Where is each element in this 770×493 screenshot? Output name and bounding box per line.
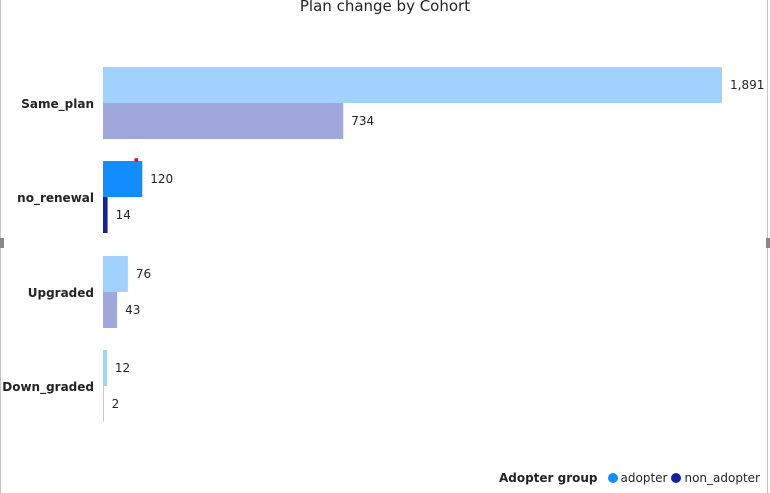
legend-item-non-adopter[interactable]: non_adopter	[671, 471, 760, 485]
chart-title: Plan change by Cohort	[299, 0, 471, 15]
legend-non-adopter-marker	[671, 473, 682, 483]
legend-adopter-marker	[607, 473, 618, 483]
bar-down-graded-non-adopter[interactable]	[103, 386, 104, 422]
bar-same-plan-non-adopter[interactable]	[103, 103, 344, 139]
bar-upgraded-adopter[interactable]	[103, 256, 128, 292]
category-label-down-graded: Down_graded	[2, 380, 94, 395]
legend-item-adopter[interactable]: adopter	[607, 471, 668, 485]
right-resize-handle[interactable]	[766, 238, 770, 248]
bar-no-renewal-adopter[interactable]	[103, 161, 143, 197]
data-label-no-renewal-adopter: 120	[150, 172, 173, 186]
legend: Adopter group adopter non_adopter	[499, 471, 760, 485]
category-label-upgraded: Upgraded	[28, 286, 94, 300]
legend-non-adopter-label: non_adopter	[684, 471, 760, 485]
left-resize-handle[interactable]	[0, 238, 4, 248]
bar-down-graded-adopter[interactable]	[103, 350, 107, 386]
data-label-down-graded-non-adopter: 2	[112, 397, 120, 411]
bar-no-renewal-non-adopter[interactable]	[103, 197, 108, 233]
bar-upgraded-non-adopter[interactable]	[103, 292, 118, 328]
data-label-same-plan-non-adopter: 734	[351, 114, 374, 128]
data-label-down-graded-adopter: 12	[115, 361, 130, 375]
data-label-upgraded-non-adopter: 43	[125, 303, 140, 317]
data-label-upgraded-adopter: 76	[136, 267, 151, 281]
category-label-no-renewal: no_renewal	[17, 191, 94, 206]
legend-title: Adopter group	[498, 471, 598, 485]
legend-adopter-label: adopter	[620, 471, 668, 485]
data-label-same-plan-adopter: 1,891	[730, 78, 764, 92]
category-label-same-plan: Same_plan	[21, 97, 94, 112]
selection-marker	[134, 158, 139, 162]
data-label-no-renewal-non-adopter: 14	[116, 208, 131, 222]
bar-same-plan-adopter[interactable]	[103, 67, 722, 103]
